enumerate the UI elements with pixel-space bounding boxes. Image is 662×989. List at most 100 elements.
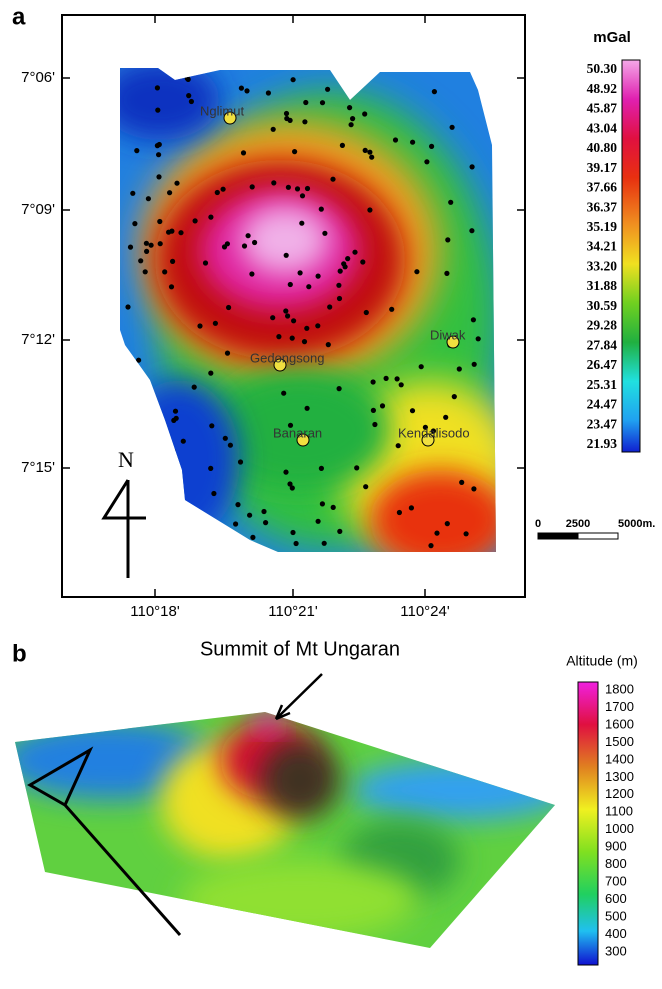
station bbox=[142, 269, 148, 275]
station bbox=[469, 164, 475, 170]
station bbox=[138, 258, 144, 264]
colorbar-label: 400 bbox=[605, 926, 627, 941]
station bbox=[330, 504, 336, 510]
station bbox=[283, 252, 289, 258]
colorbar-label: 39.17 bbox=[587, 160, 618, 175]
station bbox=[428, 543, 434, 549]
station bbox=[245, 233, 251, 239]
station bbox=[475, 336, 481, 342]
colorbar-label: 1800 bbox=[605, 681, 634, 696]
station bbox=[470, 317, 476, 323]
station bbox=[263, 520, 269, 526]
panel-label: a bbox=[12, 3, 26, 30]
place-marker bbox=[223, 111, 237, 125]
station bbox=[410, 139, 416, 145]
station bbox=[336, 295, 343, 302]
station bbox=[339, 142, 345, 148]
station bbox=[212, 320, 218, 326]
station bbox=[173, 415, 179, 421]
place-marker bbox=[296, 433, 310, 447]
station bbox=[162, 269, 168, 275]
colorbar-label: 1300 bbox=[605, 769, 634, 784]
station bbox=[168, 497, 174, 504]
station bbox=[348, 122, 354, 128]
station bbox=[325, 86, 331, 92]
station bbox=[389, 306, 395, 312]
station bbox=[315, 323, 321, 329]
station bbox=[249, 184, 255, 190]
station bbox=[319, 501, 325, 507]
station bbox=[188, 98, 194, 105]
station bbox=[154, 85, 160, 91]
station bbox=[284, 115, 290, 122]
station bbox=[241, 243, 248, 249]
station bbox=[370, 407, 376, 413]
colorbar-label: 25.31 bbox=[587, 377, 618, 392]
latitude-label: 7°12' bbox=[21, 331, 55, 348]
station bbox=[315, 518, 321, 524]
station bbox=[170, 258, 176, 264]
station bbox=[265, 90, 271, 96]
station bbox=[202, 260, 209, 266]
scale-label: 0 bbox=[535, 518, 541, 530]
colorbar-label: 24.47 bbox=[587, 397, 618, 412]
station bbox=[422, 424, 428, 430]
station bbox=[434, 530, 440, 536]
colorbar-label: 30.59 bbox=[587, 298, 618, 313]
place-marker bbox=[273, 358, 287, 372]
station bbox=[270, 315, 276, 321]
station bbox=[362, 111, 368, 117]
colorbar-label: 31.88 bbox=[587, 278, 618, 293]
colorbar-label: 29.28 bbox=[587, 318, 618, 333]
station bbox=[143, 240, 149, 246]
station bbox=[302, 119, 308, 125]
station bbox=[208, 465, 214, 471]
station bbox=[270, 126, 276, 132]
station bbox=[414, 269, 420, 275]
station bbox=[285, 313, 291, 319]
station bbox=[276, 334, 282, 340]
colorbar-label: 1100 bbox=[605, 804, 633, 819]
station bbox=[271, 180, 277, 186]
station bbox=[174, 180, 180, 186]
station bbox=[285, 184, 291, 190]
station bbox=[153, 488, 159, 494]
station bbox=[449, 124, 455, 130]
station bbox=[250, 534, 256, 541]
station bbox=[370, 379, 376, 385]
station bbox=[392, 137, 399, 143]
colorbar-label: 48.92 bbox=[587, 81, 618, 96]
station bbox=[430, 428, 436, 434]
station bbox=[463, 531, 469, 537]
station bbox=[148, 242, 154, 248]
station bbox=[451, 394, 457, 400]
station bbox=[289, 485, 295, 491]
station bbox=[347, 105, 353, 111]
station bbox=[211, 490, 217, 497]
station bbox=[352, 249, 358, 255]
station bbox=[327, 304, 333, 310]
station bbox=[136, 357, 142, 363]
station bbox=[456, 366, 462, 372]
station bbox=[409, 408, 416, 414]
colorbar-label: 35.19 bbox=[587, 219, 618, 234]
station bbox=[418, 364, 424, 370]
colorbar-label: 1000 bbox=[605, 821, 634, 836]
station bbox=[395, 443, 401, 449]
station bbox=[127, 244, 134, 250]
station bbox=[294, 186, 301, 192]
colorbar-label: 27.84 bbox=[587, 337, 618, 352]
colorbar-label: 33.20 bbox=[587, 258, 618, 273]
station bbox=[354, 465, 360, 471]
station bbox=[167, 190, 173, 196]
north-label: N bbox=[118, 447, 134, 472]
place-marker bbox=[421, 433, 435, 447]
station bbox=[281, 390, 287, 396]
station bbox=[315, 273, 321, 279]
station bbox=[297, 270, 303, 276]
station bbox=[186, 93, 192, 99]
station bbox=[444, 270, 450, 276]
colorbar-label: 900 bbox=[605, 839, 627, 854]
scale-label: 2500 bbox=[566, 518, 590, 530]
colorbar-label: 37.66 bbox=[587, 180, 618, 195]
